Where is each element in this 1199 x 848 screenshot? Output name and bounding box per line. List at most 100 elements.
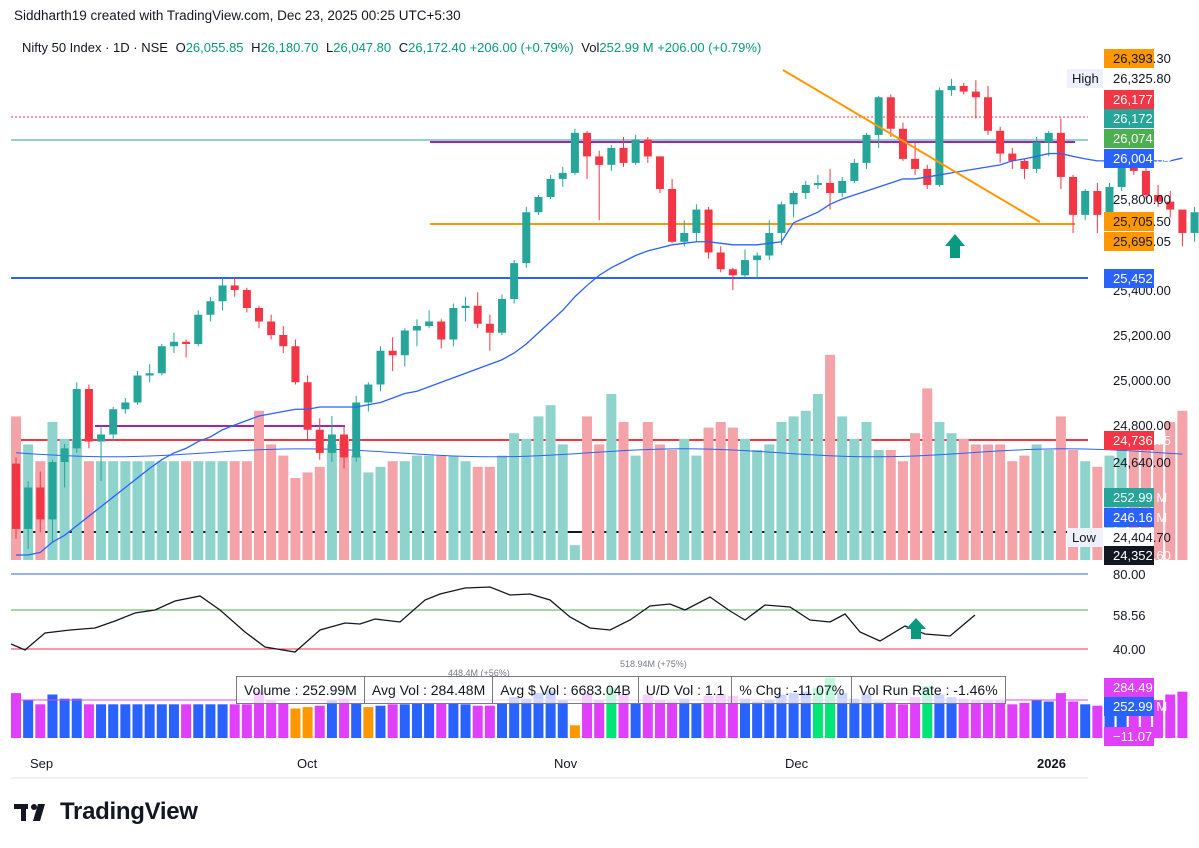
- price-label: 26,074.95: [1113, 131, 1171, 146]
- candle-body: [437, 321, 446, 340]
- volpane-bar: [448, 702, 459, 738]
- volpane-bar: [241, 704, 252, 738]
- moving-average: [16, 152, 1183, 556]
- stat-volume: Volume : 252.99M: [237, 677, 365, 703]
- descending-trendline: [782, 69, 1041, 223]
- time-label: Dec: [785, 756, 809, 771]
- price-label: 24,352.60: [1113, 548, 1171, 563]
- price-label: 246.16 M: [1113, 510, 1167, 525]
- volpane-bar: [1019, 702, 1030, 738]
- price-label-bg: [1104, 90, 1154, 109]
- chart-grid: [11, 573, 1088, 779]
- volume-bar: [375, 466, 386, 560]
- candle-body: [607, 147, 616, 165]
- osc-tick: 40.00: [1113, 642, 1146, 657]
- candle-body: [668, 188, 677, 242]
- price-label: 252.99 M: [1113, 490, 1167, 505]
- volume-bar: [752, 450, 763, 560]
- symbol-name[interactable]: Nifty 50 Index · 1D · NSE: [22, 40, 168, 55]
- candle-body: [692, 209, 701, 233]
- price-label-bg: [1104, 212, 1154, 231]
- candle-body: [716, 252, 725, 270]
- volume-bar: [1153, 444, 1164, 560]
- volpane-bar: [995, 700, 1006, 738]
- candle-body: [364, 384, 373, 403]
- candle-body: [48, 462, 57, 520]
- volume-bar: [983, 444, 993, 560]
- price-label-bg: [1104, 431, 1154, 450]
- volume-bar: [1043, 450, 1054, 560]
- price-label-bg: [1104, 69, 1154, 88]
- volpane-bar: [132, 704, 143, 738]
- close-value: 26,172.40: [408, 40, 466, 55]
- candle-body: [704, 209, 713, 253]
- candle-body: [631, 139, 640, 163]
- volume-bar: [897, 461, 908, 560]
- candle-body: [765, 232, 774, 256]
- volume-bar: [411, 455, 422, 560]
- volume-pane: 448.4M (+56%) 518.94M (+75%): [11, 659, 1188, 738]
- volume-bar: [314, 466, 325, 560]
- candle-body: [72, 389, 81, 449]
- volpane-bar: [569, 725, 580, 738]
- volpane-bar: [1165, 694, 1176, 738]
- candle-body: [169, 341, 178, 347]
- candle-body: [291, 346, 300, 383]
- candle-body: [935, 90, 944, 185]
- volpane-bar: [71, 698, 82, 738]
- candle-body: [911, 158, 920, 169]
- stat-avg-dollar-vol: Avg $ Vol : 6683.04B: [493, 677, 639, 703]
- volume-bar: [995, 444, 1006, 560]
- candle-body: [376, 350, 385, 385]
- volume-bar: [910, 433, 921, 560]
- volpane-bar: [861, 694, 872, 738]
- volpane-bar: [812, 687, 823, 738]
- candle-body: [157, 346, 166, 374]
- up-arrow-marker: [945, 234, 965, 258]
- volume-bar: [1104, 455, 1115, 560]
- price-axis[interactable]: 25,800.0025,400.0025,200.0025,000.0024,8…: [1067, 49, 1171, 746]
- volume-bar: [460, 461, 471, 560]
- candle-body: [1020, 160, 1029, 169]
- volume-bar: [606, 394, 617, 560]
- price-label: 25,705.50: [1113, 214, 1171, 229]
- volpane-bar: [460, 704, 471, 738]
- price-label-bg: [1104, 49, 1154, 68]
- volume-bar: [387, 461, 398, 560]
- candle-body: [777, 204, 786, 233]
- candle-body: [194, 314, 203, 344]
- candle-body: [242, 290, 251, 308]
- volume-bar: [278, 455, 289, 560]
- low-value: 26,047.80: [333, 40, 392, 55]
- candle-body: [1178, 209, 1187, 233]
- price-chart[interactable]: 448.4M (+56%) 518.94M (+75%) 25,800.00 25,…: [0, 0, 1199, 790]
- volpane-bar: [533, 693, 544, 738]
- volpane-bar: [59, 698, 70, 738]
- volume-bar: [764, 444, 775, 560]
- candle-body: [303, 382, 312, 430]
- volume-bar: [156, 461, 167, 560]
- volpane-bar: [411, 702, 422, 738]
- candle-body: [655, 156, 664, 189]
- volpane-bar: [885, 701, 896, 738]
- volume-bar: [509, 433, 520, 560]
- candle-body: [898, 128, 907, 159]
- candle-body: [255, 308, 263, 322]
- trendlines: [782, 69, 1041, 258]
- volpane-bar: [1092, 705, 1103, 738]
- oscillator-arrow-marker: [906, 618, 926, 639]
- candle-body: [449, 308, 458, 340]
- time-axis[interactable]: Sep Oct Nov Dec 2026: [30, 756, 1066, 771]
- volume-bar: [934, 422, 945, 560]
- volume-bar: [885, 450, 896, 560]
- volume-bar: [144, 461, 155, 560]
- candle-body: [1141, 170, 1150, 195]
- volume-bar: [241, 461, 252, 560]
- time-label: Nov: [554, 756, 578, 771]
- volpane-bar: [740, 698, 750, 738]
- volpane-bar: [934, 694, 945, 738]
- tradingview-logo[interactable]: TradingView: [14, 798, 198, 826]
- chart-attribution: Siddharth19 created with TradingView.com…: [14, 8, 461, 23]
- candle-body: [947, 85, 956, 91]
- volpane-bar: [156, 704, 167, 738]
